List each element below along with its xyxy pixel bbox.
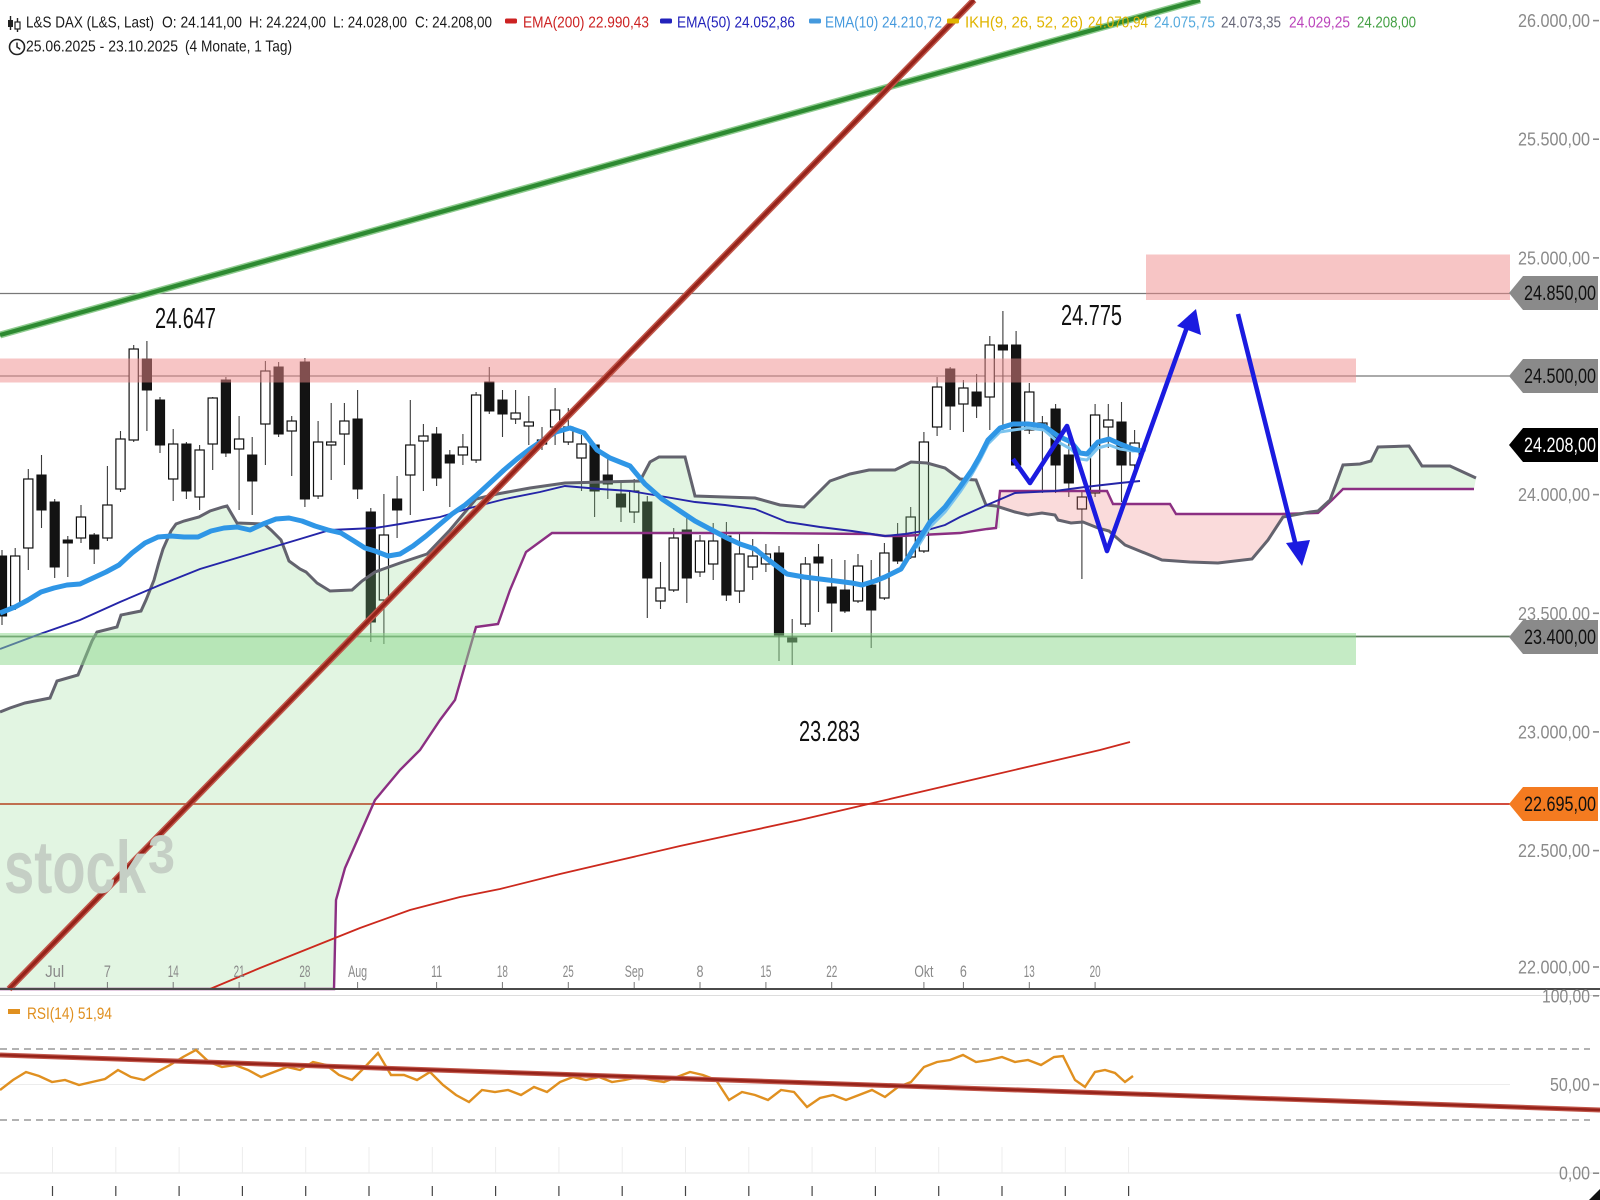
- svg-text:24.070,94: 24.070,94: [1088, 15, 1148, 32]
- svg-text:20: 20: [1090, 962, 1101, 981]
- svg-text:24.647: 24.647: [155, 303, 216, 335]
- svg-text:11: 11: [431, 962, 442, 981]
- svg-text:0,00: 0,00: [1559, 1163, 1590, 1184]
- svg-text:3: 3: [148, 825, 175, 885]
- svg-text:EMA(10) 24.210,72: EMA(10) 24.210,72: [825, 15, 942, 32]
- svg-text:23.000,00: 23.000,00: [1518, 721, 1590, 742]
- svg-text:IKH(9, 26, 52, 26): IKH(9, 26, 52, 26): [965, 15, 1083, 32]
- svg-text:Sep: Sep: [625, 962, 644, 981]
- svg-text:25.000,00: 25.000,00: [1518, 247, 1590, 268]
- svg-text:14: 14: [168, 962, 179, 981]
- svg-text:C: 24.208,00: C: 24.208,00: [415, 15, 492, 32]
- svg-text:23.400,00: 23.400,00: [1524, 626, 1596, 649]
- svg-text:23.283: 23.283: [799, 716, 860, 748]
- svg-text:24.075,75: 24.075,75: [1154, 15, 1215, 32]
- svg-text:25: 25: [563, 962, 574, 981]
- svg-text:Okt: Okt: [914, 962, 933, 981]
- svg-text:EMA(200) 22.990,43: EMA(200) 22.990,43: [523, 15, 649, 32]
- svg-text:28: 28: [299, 962, 310, 981]
- svg-text:24.029,25: 24.029,25: [1289, 15, 1350, 32]
- svg-text:O: 24.141,00: O: 24.141,00: [162, 15, 242, 32]
- svg-text:EMA(50) 24.052,86: EMA(50) 24.052,86: [677, 15, 795, 32]
- svg-text:7: 7: [104, 962, 111, 981]
- svg-text:L&S DAX (L&S, Last): L&S DAX (L&S, Last): [26, 15, 154, 32]
- svg-text:22: 22: [826, 962, 837, 981]
- svg-text:H: 24.224,00: H: 24.224,00: [249, 15, 326, 32]
- svg-text:8: 8: [697, 962, 704, 981]
- svg-text:21: 21: [234, 962, 245, 981]
- svg-text:24.850,00: 24.850,00: [1524, 282, 1596, 305]
- svg-text:L: 24.028,00: L: 24.028,00: [333, 15, 407, 32]
- svg-text:25.500,00: 25.500,00: [1518, 129, 1590, 150]
- svg-text:24.208,00: 24.208,00: [1357, 15, 1416, 32]
- svg-text:22.000,00: 22.000,00: [1518, 957, 1590, 978]
- svg-text:RSI(14) 51,94: RSI(14) 51,94: [27, 1004, 112, 1023]
- svg-text:26.000,00: 26.000,00: [1518, 10, 1590, 31]
- svg-text:stock: stock: [4, 826, 147, 909]
- svg-text:50,00: 50,00: [1550, 1074, 1590, 1095]
- svg-text:24.000,00: 24.000,00: [1518, 484, 1590, 505]
- svg-text:24.500,00: 24.500,00: [1524, 365, 1596, 388]
- svg-text:23.500,00: 23.500,00: [1518, 603, 1590, 624]
- svg-text:(4 Monate, 1 Tag): (4 Monate, 1 Tag): [185, 39, 292, 56]
- svg-text:22.500,00: 22.500,00: [1518, 840, 1590, 861]
- svg-text:25.06.2025 - 23.10.2025: 25.06.2025 - 23.10.2025: [26, 39, 178, 56]
- svg-text:Jul: Jul: [45, 962, 64, 981]
- svg-text:24.073,35: 24.073,35: [1221, 15, 1281, 32]
- svg-text:18: 18: [497, 962, 508, 981]
- svg-text:24.208,00: 24.208,00: [1524, 434, 1596, 457]
- svg-text:Aug: Aug: [348, 962, 367, 981]
- svg-text:22.695,00: 22.695,00: [1524, 793, 1596, 816]
- svg-text:13: 13: [1024, 962, 1035, 981]
- svg-text:15: 15: [760, 962, 771, 981]
- svg-text:6: 6: [960, 962, 967, 981]
- svg-text:24.775: 24.775: [1061, 300, 1122, 332]
- svg-text:100,00: 100,00: [1542, 985, 1590, 1006]
